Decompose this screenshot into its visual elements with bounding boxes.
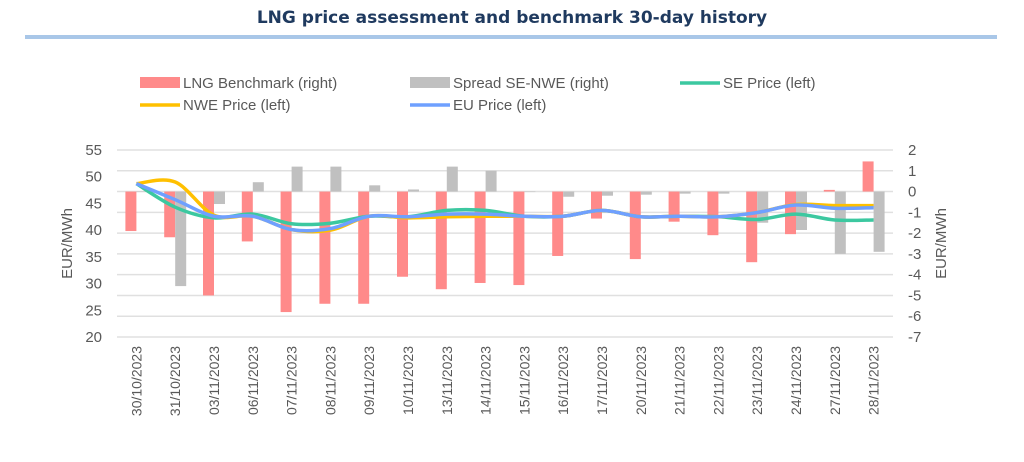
category-label: 28/11/2023 bbox=[866, 346, 882, 415]
bar-lng-benchmark bbox=[125, 191, 137, 232]
bar-spread bbox=[796, 191, 807, 230]
left-tick-label: 20 bbox=[85, 329, 102, 346]
bar-spread bbox=[136, 191, 148, 193]
right-tick-label: -1 bbox=[908, 204, 921, 221]
bar-spread bbox=[175, 191, 187, 287]
left-tick-label: 35 bbox=[85, 249, 102, 266]
bar-lng-benchmark bbox=[823, 189, 835, 192]
bar-spread bbox=[330, 166, 342, 192]
legend-swatch bbox=[140, 77, 180, 88]
bar-lng-benchmark bbox=[319, 191, 331, 304]
left-tick-label: 55 bbox=[85, 142, 102, 159]
bar-lng-benchmark bbox=[358, 191, 370, 304]
category-label: 08/11/2023 bbox=[322, 346, 338, 415]
category-label: 15/11/2023 bbox=[516, 346, 532, 415]
bar-spread bbox=[252, 182, 264, 192]
category-label: 14/11/2023 bbox=[478, 346, 494, 415]
bar-spread bbox=[873, 191, 885, 252]
right-tick-label: -2 bbox=[908, 225, 921, 242]
legend-swatch bbox=[410, 77, 450, 88]
left-tick-label: 45 bbox=[85, 195, 102, 212]
legend-label: SE Price (left) bbox=[723, 75, 816, 92]
category-label: 24/11/2023 bbox=[788, 346, 804, 415]
bar-lng-benchmark bbox=[513, 191, 525, 286]
bar-spread bbox=[524, 191, 536, 193]
bar-spread bbox=[718, 191, 730, 194]
bar-spread bbox=[834, 191, 846, 254]
category-label: 22/11/2023 bbox=[710, 346, 726, 415]
bar-lng-benchmark bbox=[435, 191, 447, 290]
category-label: 13/11/2023 bbox=[439, 346, 455, 415]
left-tick-label: 25 bbox=[85, 302, 102, 319]
line-eu-price bbox=[135, 182, 874, 233]
category-label: 09/11/2023 bbox=[361, 346, 377, 415]
left-axis-label: EUR/MWh bbox=[59, 208, 76, 279]
bar-spread bbox=[757, 191, 769, 223]
bar-lng-benchmark bbox=[397, 191, 408, 277]
bar-lng-benchmark bbox=[707, 191, 719, 236]
bar-spread bbox=[602, 191, 613, 196]
bar-spread bbox=[446, 166, 458, 192]
bar-spread bbox=[563, 191, 575, 197]
right-tick-label: -4 bbox=[908, 267, 921, 284]
bar-lng-benchmark bbox=[862, 161, 874, 192]
bar-lng-benchmark bbox=[203, 191, 214, 296]
category-label: 16/11/2023 bbox=[555, 346, 571, 415]
line-se-price bbox=[135, 182, 874, 227]
bar-lng-benchmark bbox=[280, 191, 292, 313]
bar-spread bbox=[485, 170, 497, 192]
right-tick-label: 2 bbox=[908, 142, 916, 159]
category-label: 27/11/2023 bbox=[827, 346, 843, 415]
category-label: 21/11/2023 bbox=[672, 346, 688, 415]
right-axis-label: EUR/MWh bbox=[933, 208, 950, 279]
left-tick-label: 40 bbox=[85, 222, 102, 239]
right-tick-label: 1 bbox=[908, 163, 916, 180]
bar-spread bbox=[369, 185, 381, 192]
category-label: 07/11/2023 bbox=[284, 346, 300, 415]
category-label: 03/11/2023 bbox=[206, 346, 222, 415]
bar-spread bbox=[291, 166, 303, 192]
bar-spread bbox=[214, 191, 225, 205]
legend-label: EU Price (left) bbox=[453, 97, 546, 114]
category-label: 23/11/2023 bbox=[749, 346, 765, 415]
right-tick-label: -7 bbox=[908, 329, 921, 346]
category-label: 20/11/2023 bbox=[633, 346, 649, 415]
right-tick-label: -6 bbox=[908, 308, 921, 325]
bar-lng-benchmark bbox=[668, 191, 680, 222]
category-label: 10/11/2023 bbox=[400, 346, 416, 415]
left-tick-label: 50 bbox=[85, 169, 102, 186]
right-tick-label: 0 bbox=[908, 184, 916, 201]
left-tick-label: 30 bbox=[85, 276, 102, 293]
title-underline bbox=[25, 35, 997, 39]
category-label: 30/10/2023 bbox=[128, 346, 144, 416]
right-tick-label: -3 bbox=[908, 246, 921, 263]
category-label: 31/10/2023 bbox=[167, 346, 183, 416]
bar-lng-benchmark bbox=[164, 191, 176, 238]
bar-lng-benchmark bbox=[474, 191, 486, 283]
bar-lng-benchmark bbox=[552, 191, 564, 256]
bar-lng-benchmark bbox=[629, 191, 641, 260]
bar-spread bbox=[408, 189, 419, 192]
category-label: 17/11/2023 bbox=[594, 346, 610, 415]
legend-label: LNG Benchmark (right) bbox=[183, 75, 337, 92]
bar-lng-benchmark bbox=[591, 191, 602, 219]
bar-lng-benchmark bbox=[746, 191, 758, 263]
right-tick-label: -5 bbox=[908, 287, 921, 304]
legend-label: NWE Price (left) bbox=[183, 97, 291, 114]
chart-title: LNG price assessment and benchmark 30-da… bbox=[256, 8, 768, 28]
category-label: 06/11/2023 bbox=[245, 346, 261, 415]
bar-spread bbox=[679, 191, 691, 194]
bar-spread bbox=[640, 191, 652, 195]
legend-label: Spread SE-NWE (right) bbox=[453, 75, 609, 92]
